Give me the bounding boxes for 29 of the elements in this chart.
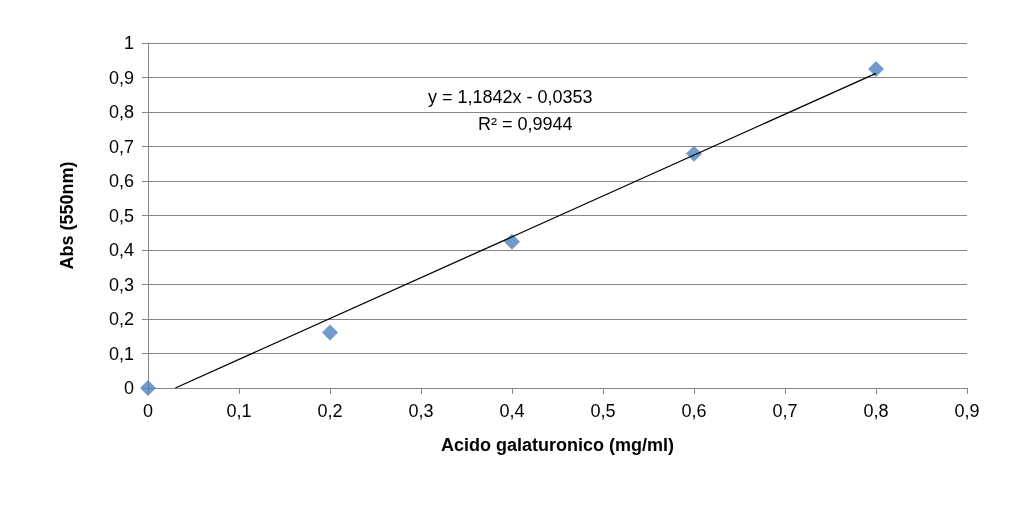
x-tick-label: 0,6 — [681, 401, 707, 421]
point — [504, 233, 520, 250]
y-tick-label: 0,8 — [108, 102, 134, 122]
y-tick-label: 0,2 — [108, 309, 134, 329]
point — [322, 324, 338, 341]
x-tick-label: 0,2 — [317, 401, 343, 421]
annotation: R² = 0,9944 — [478, 114, 573, 134]
x-tick-label: 0,5 — [590, 401, 616, 421]
x-tick-label: 0,9 — [954, 401, 980, 421]
y-tick-label: 0 — [123, 378, 134, 398]
y-tick-label: 0,4 — [108, 240, 134, 260]
x-tick-label: 0,1 — [226, 401, 252, 421]
annotation: y = 1,1842x - 0,0353 — [428, 87, 593, 107]
x-tick-label: 0,4 — [499, 401, 525, 421]
y-tick-label: 0,9 — [108, 67, 134, 88]
y-tick-label: 1 — [123, 33, 134, 53]
y-tick-label: 0,7 — [108, 136, 134, 157]
x-tick-label: 0 — [142, 401, 154, 421]
x-tick-label: 0,8 — [863, 401, 889, 421]
x-axis-title: Acido galaturonico (mg/ml) — [440, 435, 675, 455]
y-tick-label: 0,6 — [108, 171, 134, 191]
y-axis-title: Abs (550nm) — [57, 161, 77, 270]
point — [868, 60, 884, 77]
y-tick-label: 0,1 — [108, 343, 134, 364]
y-tick-label: 0,3 — [108, 274, 134, 295]
x-tick-label: 0,7 — [772, 401, 798, 421]
x-tick-label: 0,3 — [408, 401, 434, 421]
y-tick-label: 0,5 — [108, 205, 134, 226]
point — [140, 380, 156, 396]
